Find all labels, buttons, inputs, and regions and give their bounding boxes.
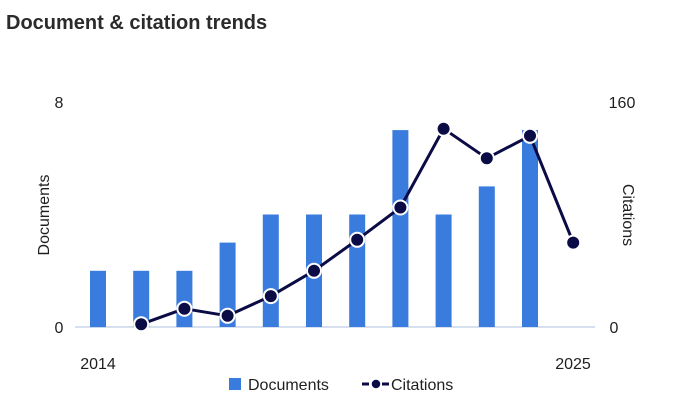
documents-bar-2015[interactable]: [133, 270, 150, 328]
documents-bar-2016[interactable]: [176, 270, 193, 328]
legend-citations-label: Citations: [391, 377, 453, 394]
y-left-tick-max: 8: [55, 95, 64, 112]
citations-point-2022[interactable]: [435, 120, 452, 137]
citations-point-2024[interactable]: [522, 127, 538, 144]
y-right-tick-min: 0: [610, 320, 619, 337]
citations-point-2019[interactable]: [306, 262, 322, 279]
y-right-axis-label: Citations: [619, 184, 636, 246]
legend-item-documents[interactable]: Documents: [229, 377, 329, 394]
citations-point-2016[interactable]: [176, 300, 193, 317]
documents-bar-2017[interactable]: [219, 242, 236, 327]
citations-point-2020[interactable]: [349, 231, 366, 248]
chart-title: Document & citation trends: [6, 12, 268, 34]
documents-bar-2018[interactable]: [262, 214, 279, 328]
y-left-tick-min: 0: [55, 320, 64, 337]
documents-bars: [90, 130, 538, 328]
citations-point-2017[interactable]: [219, 307, 236, 324]
legend-item-citations[interactable]: Citations: [362, 377, 453, 394]
citations-point-2018[interactable]: [262, 288, 279, 305]
documents-bar-2024[interactable]: [522, 130, 538, 327]
x-tick-first: 2014: [80, 356, 116, 373]
documents-bar-2022[interactable]: [435, 214, 452, 328]
x-tick-last: 2025: [555, 356, 591, 373]
legend-citations-marker: [370, 378, 382, 390]
documents-bar-2020[interactable]: [349, 214, 366, 328]
documents-bar-2014[interactable]: [90, 270, 106, 328]
legend-documents-swatch: [229, 378, 241, 390]
documents-bar-2021[interactable]: [392, 130, 409, 327]
citations-point-2021[interactable]: [392, 199, 409, 216]
legend: Documents Citations: [229, 377, 453, 394]
y-left-axis-label: Documents: [36, 175, 53, 256]
legend-documents-label: Documents: [248, 377, 329, 394]
citations-point-2025[interactable]: [565, 234, 582, 251]
citations-line: [133, 120, 582, 333]
y-right-tick-max: 160: [609, 95, 636, 112]
documents-bar-2023[interactable]: [478, 186, 495, 327]
citations-point-2023[interactable]: [478, 150, 495, 167]
citations-point-2015[interactable]: [133, 316, 150, 333]
